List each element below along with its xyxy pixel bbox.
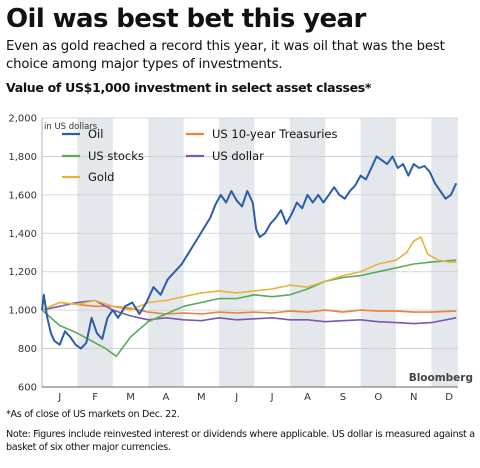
- series-line-us-10-year-treasuries: [41, 301, 457, 315]
- y-tick-label: 1,600: [8, 190, 37, 201]
- month-band: [360, 118, 397, 387]
- x-tick-label: A: [304, 392, 311, 403]
- series-line-gold: [41, 236, 457, 311]
- x-tick-label: J: [234, 392, 238, 403]
- headline: Oil was best bet this year: [6, 4, 366, 34]
- chart-title: Value of US$1,000 investment in select a…: [6, 80, 372, 95]
- y-tick-label: 2,000: [8, 114, 37, 125]
- y-tick-label: 1,200: [8, 267, 37, 278]
- series-lines: [41, 155, 458, 358]
- legend-label: Oil: [88, 127, 103, 141]
- x-tick-label: J: [270, 392, 274, 403]
- month-shading: [77, 118, 458, 387]
- x-tick-label: A: [162, 392, 169, 403]
- note: Note: Figures include reinvested interes…: [6, 429, 475, 453]
- month-band: [289, 118, 326, 387]
- source-label: Bloomberg: [409, 372, 473, 384]
- x-tick-label: D: [445, 392, 453, 403]
- series-line-us-stocks: [41, 259, 457, 358]
- legend-label: US dollar: [212, 149, 264, 163]
- y-tick-label: 1,800: [8, 152, 37, 163]
- legend-label: US stocks: [88, 149, 144, 163]
- x-tick-label: M: [126, 392, 135, 403]
- legend: Oil US 10-year Treasuries US stocks US doll…: [62, 127, 337, 184]
- x-tick-label: M: [197, 392, 206, 403]
- legend-label: US 10-year Treasuries: [212, 127, 337, 141]
- month-band: [219, 118, 255, 387]
- month-band: [431, 118, 458, 387]
- y-tick-label: 800: [18, 344, 37, 355]
- y-axis: 600 800 1,000 1,200 1,400 1,600 1,800 2,000: [8, 114, 37, 394]
- x-tick-label: J: [57, 392, 61, 403]
- x-tick-label: O: [374, 392, 382, 403]
- series-line-us-dollar: [41, 299, 457, 325]
- subhead: Even as gold reached a record this year,…: [6, 39, 445, 72]
- x-tick-label: S: [340, 392, 346, 403]
- footnote: *As of close of US markets on Dec. 22.: [6, 409, 180, 420]
- gridlines: [41, 117, 458, 388]
- unit-label: in US dollars: [44, 122, 98, 132]
- legend-label: Gold: [88, 170, 114, 184]
- series-line-oil: [41, 155, 458, 350]
- month-band: [148, 118, 184, 387]
- x-tick-label: N: [410, 392, 417, 403]
- x-tick-label: F: [92, 392, 98, 403]
- y-tick-label: 600: [18, 383, 37, 394]
- y-tick-label: 1,400: [8, 229, 37, 240]
- y-tick-label: 1,000: [8, 306, 37, 317]
